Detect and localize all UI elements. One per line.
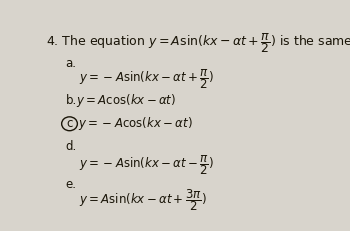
Text: $y = A\sin(kx - \alpha t + \dfrac{3\pi}{2})$: $y = A\sin(kx - \alpha t + \dfrac{3\pi}{… [79, 187, 207, 213]
Text: b.: b. [65, 94, 77, 107]
Text: $y = A\cos(kx - \alpha t)$: $y = A\cos(kx - \alpha t)$ [76, 92, 176, 109]
Text: a.: a. [65, 57, 76, 70]
Text: d.: d. [65, 140, 77, 153]
Text: $y = -A\cos(kx - \alpha t)$: $y = -A\cos(kx - \alpha t)$ [78, 115, 193, 132]
Text: $y = -A\sin(kx - \alpha t + \dfrac{\pi}{2})$: $y = -A\sin(kx - \alpha t + \dfrac{\pi}{… [79, 67, 214, 91]
Text: 4. The equation $y = A\sin(kx - \alpha t + \dfrac{\pi}{2})$ is the same as: 4. The equation $y = A\sin(kx - \alpha t… [47, 31, 350, 55]
Text: e.: e. [65, 178, 76, 191]
Text: c: c [66, 117, 73, 130]
Text: $y = -A\sin(kx - \alpha t - \dfrac{\pi}{2})$: $y = -A\sin(kx - \alpha t - \dfrac{\pi}{… [79, 153, 214, 176]
